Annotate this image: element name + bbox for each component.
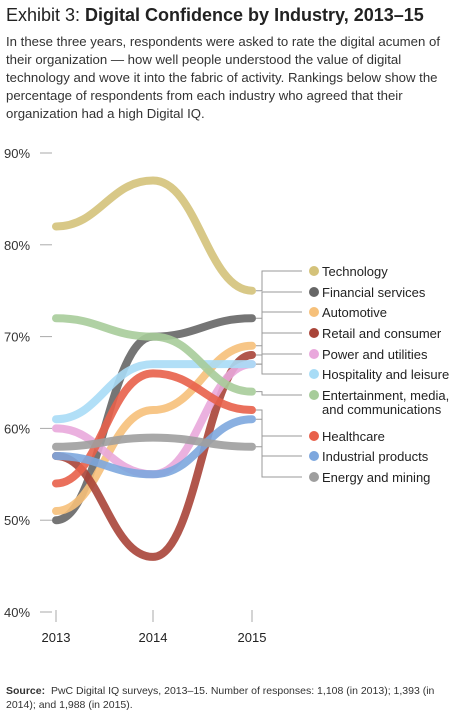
legend-connector — [256, 418, 302, 457]
legend-swatch — [309, 307, 319, 317]
x-tick-label: 2014 — [139, 630, 168, 645]
legend-connector — [256, 311, 302, 347]
legend-label: Hospitality and leisure — [322, 367, 449, 382]
legend-swatch — [309, 390, 319, 400]
y-tick-label: 40% — [4, 605, 30, 620]
y-tick-label: 80% — [4, 238, 30, 253]
legend-label: Technology — [322, 264, 388, 279]
series-line-energy-and-mining — [52, 433, 256, 451]
y-tick-label: 90% — [4, 146, 30, 161]
x-tick-label: 2015 — [238, 630, 267, 645]
legend-swatch — [309, 369, 319, 379]
source-note: Source: PwC Digital IQ surveys, 2013–15.… — [6, 684, 464, 712]
legend-label: Industrial products — [322, 449, 429, 464]
legend-label: Entertainment, media, and communications — [322, 388, 449, 417]
legend-swatch — [309, 266, 319, 276]
legend-swatch — [309, 472, 319, 482]
exhibit-label: Exhibit 3: — [6, 5, 86, 25]
legend-label: Power and utilities — [322, 347, 428, 362]
legend-connector — [256, 291, 302, 319]
y-tick-label: 50% — [4, 513, 30, 528]
legend-swatch — [309, 451, 319, 461]
series-line-technology — [52, 176, 256, 295]
series-line-retail-and-consumer — [52, 350, 256, 561]
y-tick-label: 70% — [4, 330, 30, 345]
legend-label: Retail and consumer — [322, 326, 442, 341]
title-text: Digital Confidence by Industry, 2013–15 — [85, 5, 424, 25]
legend-connector — [256, 446, 302, 478]
series-line-entertainment-media-and-communications — [52, 314, 256, 396]
legend-connector — [256, 391, 302, 396]
series-line-hospitality-and-leisure — [52, 360, 256, 424]
legend-connector — [256, 363, 302, 375]
series-line-industrial-products — [52, 415, 256, 479]
legend-connector — [256, 270, 302, 292]
legend-swatch — [309, 287, 319, 297]
legend-swatch — [309, 328, 319, 338]
legend-swatch — [309, 431, 319, 441]
legend-label: Automotive — [322, 305, 387, 320]
chart-subtitle: In these three years, respondents were a… — [6, 34, 440, 121]
legend-connector — [256, 353, 302, 365]
legend-connector — [256, 332, 302, 356]
line-chart: 40% 50% 60% 70% 80% 90% 2013 2014 2015 Technology… — [4, 146, 449, 645]
chart-title: Exhibit 3: Digital Confidence by Industr… — [6, 4, 424, 26]
legend-label: Energy and mining — [322, 470, 430, 485]
legend-label: Financial services — [322, 285, 426, 300]
legend-connector — [256, 409, 302, 437]
legend-swatch — [309, 349, 319, 359]
source-label: Source: — [6, 685, 46, 697]
legend-label: Healthcare — [322, 429, 385, 444]
y-tick-label: 60% — [4, 421, 30, 436]
x-tick-label: 2013 — [42, 630, 71, 645]
source-text: PwC Digital IQ surveys, 2013–15. Number … — [6, 685, 435, 711]
